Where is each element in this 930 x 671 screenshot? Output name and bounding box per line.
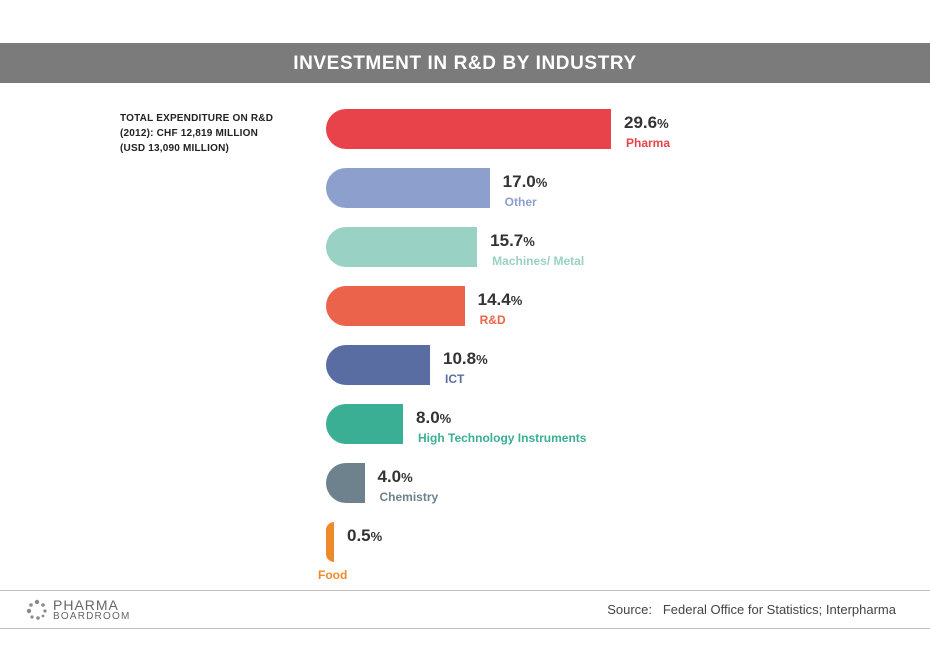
bar-row: 0.5% Food bbox=[0, 522, 930, 582]
bar bbox=[326, 522, 334, 562]
value-number: 10.8 bbox=[442, 349, 477, 368]
logo-text-boardroom: BOARDROOM bbox=[53, 611, 131, 622]
value-number: 29.6 bbox=[624, 113, 658, 132]
bar-row: 10.8% ICT bbox=[0, 345, 930, 405]
value-number: 14.4 bbox=[477, 290, 511, 309]
value-number: 8.0 bbox=[416, 408, 440, 427]
total-expenditure-note: TOTAL EXPENDITURE ON R&D (2012): CHF 12,… bbox=[120, 113, 274, 154]
bar-row: 15.7% Machines/ Metal bbox=[0, 227, 930, 287]
percent-sign: % bbox=[439, 411, 452, 426]
bar bbox=[326, 227, 478, 267]
percent-sign: % bbox=[535, 175, 548, 190]
bar bbox=[326, 404, 404, 444]
category-label: ICT bbox=[444, 372, 465, 386]
value-label: 8.0% bbox=[416, 408, 451, 428]
value-number: 4.0 bbox=[377, 467, 402, 486]
percent-sign: % bbox=[476, 352, 488, 367]
bar-chart: 29.6% Pharma 17.0% Other 15.7% Machines/ Meta… bbox=[0, 109, 930, 582]
bar-row: 4.0% Chemistry bbox=[0, 463, 930, 523]
source-note: Source: Federal Office for Statistics; I… bbox=[607, 602, 896, 617]
footer-divider-bottom bbox=[0, 628, 930, 629]
bar-row: 8.0% High Technology Instruments bbox=[0, 404, 930, 464]
category-label: High Technology Instruments bbox=[418, 431, 587, 445]
value-number: 15.7 bbox=[490, 231, 524, 250]
logo-text-pharma: PHARMA bbox=[53, 597, 119, 613]
value-label: 4.0% bbox=[378, 467, 413, 487]
category-label: Machines/ Metal bbox=[492, 254, 585, 268]
category-label: Chemistry bbox=[379, 490, 439, 504]
bar-row: 14.4% R&D bbox=[0, 286, 930, 346]
bar bbox=[326, 109, 611, 149]
pharma-boardroom-logo: PHARMA BOARDROOM bbox=[26, 597, 166, 623]
bar bbox=[326, 168, 490, 208]
percent-sign: % bbox=[401, 470, 413, 485]
percent-sign: % bbox=[523, 234, 535, 249]
percent-sign: % bbox=[657, 116, 669, 131]
percent-sign: % bbox=[370, 529, 383, 544]
footer-divider-top bbox=[0, 590, 930, 591]
value-label: 29.6% bbox=[624, 113, 669, 133]
value-label: 10.8% bbox=[443, 349, 488, 369]
category-label: R&D bbox=[479, 313, 506, 327]
category-label: Pharma bbox=[626, 136, 671, 150]
logo-dots-icon bbox=[26, 599, 47, 620]
bar-row: 29.6% Pharma bbox=[0, 109, 930, 169]
value-number: 17.0 bbox=[502, 172, 536, 191]
category-label: Other bbox=[504, 195, 537, 209]
bar-row: 17.0% Other bbox=[0, 168, 930, 228]
value-label: 17.0% bbox=[503, 172, 548, 192]
value-label: 15.7% bbox=[490, 231, 535, 251]
chart-title: INVESTMENT IN R&D BY INDUSTRY bbox=[0, 43, 930, 83]
value-number: 0.5 bbox=[347, 526, 371, 545]
bar bbox=[326, 345, 430, 385]
percent-sign: % bbox=[510, 293, 523, 308]
value-label: 0.5% bbox=[347, 526, 382, 546]
bar bbox=[326, 463, 365, 503]
value-label: 14.4% bbox=[478, 290, 523, 310]
category-label: Food bbox=[318, 568, 348, 582]
bar bbox=[326, 286, 465, 326]
